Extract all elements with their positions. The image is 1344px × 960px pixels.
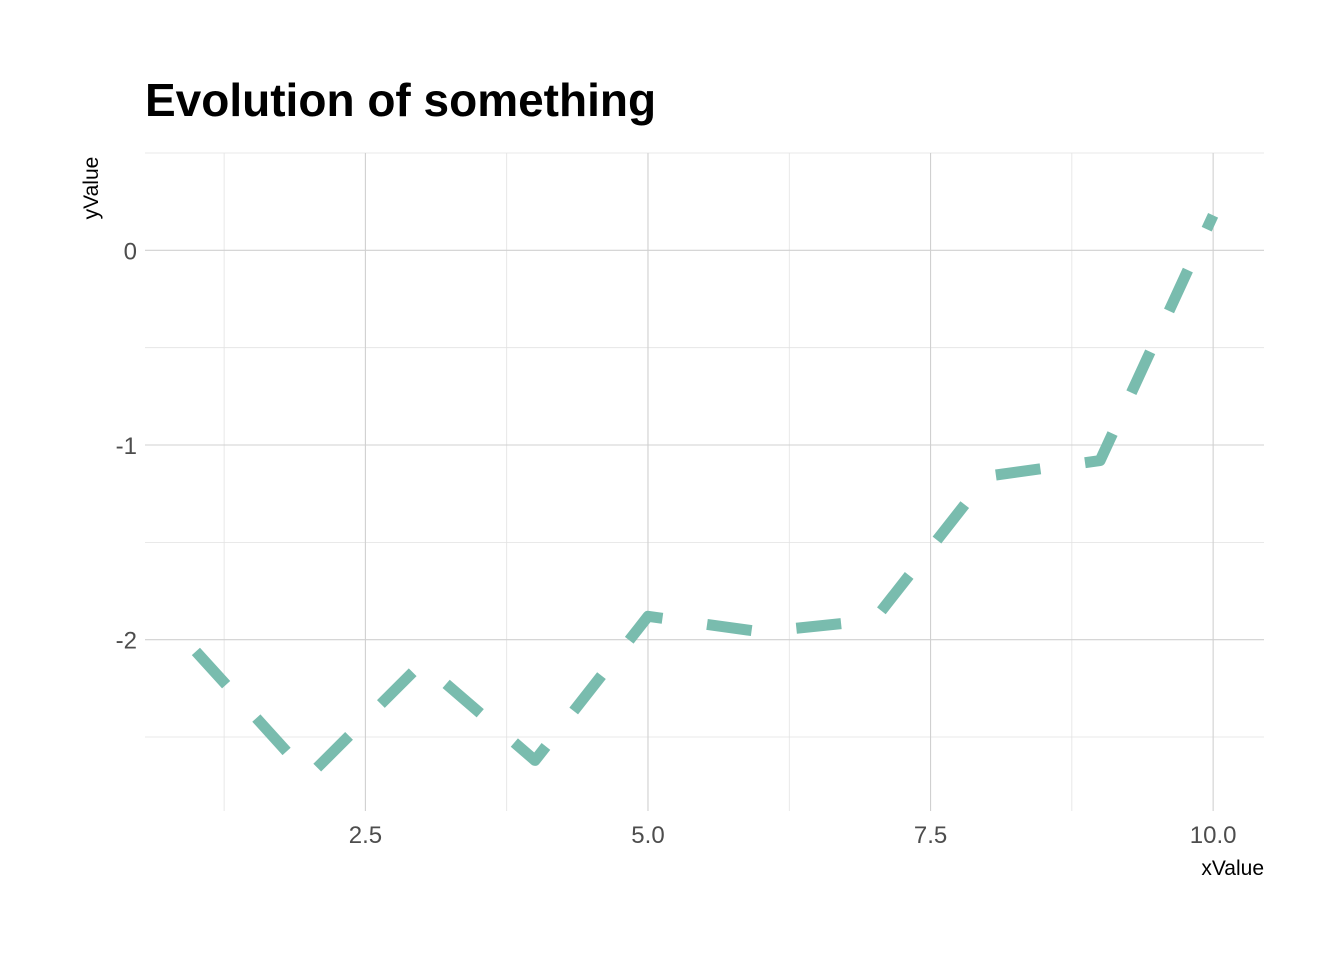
series-layer: [191, 212, 1219, 782]
x-tick-label: 5.0: [631, 822, 664, 849]
x-tick-label: 7.5: [914, 822, 947, 849]
series-line: [191, 212, 1219, 782]
x-axis-label: xValue: [1201, 857, 1264, 880]
x-tick-label: 2.5: [349, 822, 382, 849]
y-tick-label: -2: [116, 628, 137, 655]
y-tick-label: -1: [116, 433, 137, 460]
y-tick-label: 0: [124, 238, 137, 265]
grid-lines: [145, 152, 1264, 811]
y-axis-label: yValue: [80, 157, 103, 220]
tick-labels: 2.5 5.0 7.5 10.0 0 -1 -2: [116, 238, 1237, 849]
chart-title: Evolution of something: [145, 74, 657, 126]
x-tick-label: 10.0: [1190, 822, 1237, 849]
